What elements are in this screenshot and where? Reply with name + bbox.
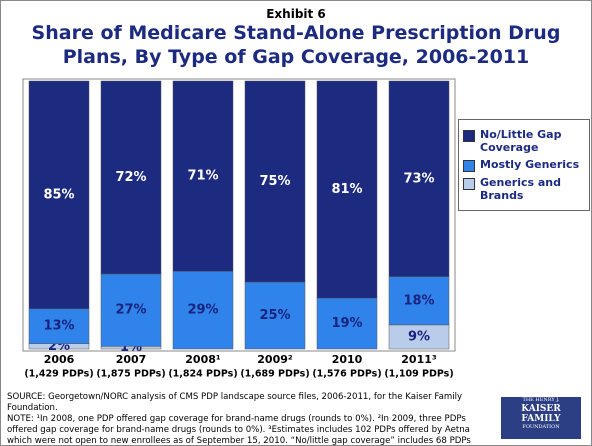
legend-label: No/Little Gap Coverage	[480, 128, 562, 154]
logo-text: THE HENRY J.	[522, 397, 560, 403]
x-tick-label: 2011³	[401, 353, 437, 366]
data-label: 81%	[331, 182, 362, 197]
legend-swatch	[463, 178, 475, 190]
bar-segment	[100, 273, 162, 347]
x-tick-sublabel: (1,689 PDPs)	[240, 369, 309, 380]
note: NOTE: ¹In 2008, one PDP offered gap cove…	[7, 414, 471, 446]
legend-item: No/Little Gap Coverage	[463, 128, 585, 154]
data-label: 73%	[403, 171, 434, 186]
bar-segment	[388, 324, 450, 350]
x-tick-label: 2010	[332, 353, 363, 366]
x-tick-label: 2006	[44, 353, 75, 366]
data-label: 29%	[187, 303, 218, 318]
logo-text: FAMILY	[521, 414, 561, 424]
legend-swatch	[463, 130, 475, 142]
bar-segment	[172, 271, 234, 350]
x-tick-sublabel: (1,429 PDPs)	[24, 369, 93, 380]
x-tick-label: 2008¹	[185, 353, 221, 366]
data-label: 71%	[187, 169, 218, 184]
chart: 2%13%85%2006(1,429 PDPs)1%27%72%2007(1,8…	[22, 78, 456, 380]
data-label: 27%	[115, 303, 146, 318]
legend-swatch	[463, 160, 475, 172]
bar-segment	[244, 80, 306, 283]
legend: No/Little Gap Coverage Mostly Generics Gen…	[458, 119, 590, 211]
x-tick-sublabel: (1,576 PDPs)	[312, 369, 381, 380]
logo-text: FOUNDATION	[522, 424, 560, 430]
footnotes: SOURCE: Georgetown/NORC analysis of CMS …	[7, 392, 487, 446]
bar-segment	[244, 281, 306, 350]
bar-segment	[316, 297, 378, 350]
x-tick-sublabel: (1,824 PDPs)	[168, 369, 237, 380]
data-label: 85%	[43, 187, 74, 202]
source: SOURCE: Georgetown/NORC analysis of CMS …	[7, 392, 463, 413]
data-label: 72%	[115, 170, 146, 185]
chart-title: Share of Medicare Stand-Alone Prescripti…	[31, 22, 561, 68]
bar-segment	[172, 80, 234, 272]
x-tick-label: 2007	[116, 353, 147, 366]
plot-frame	[22, 78, 456, 352]
x-tick-label: 2009²	[257, 353, 293, 366]
data-label: 18%	[403, 293, 434, 308]
bar-segment	[28, 80, 90, 310]
bar-segment	[388, 80, 450, 277]
legend-label: Mostly Generics	[480, 158, 580, 171]
x-tick-sublabel: (1,875 PDPs)	[96, 369, 165, 380]
data-label: 13%	[43, 319, 74, 334]
legend-item: Mostly Generics	[463, 158, 585, 172]
bar-segment	[316, 80, 378, 299]
exhibit-label: Exhibit 6	[266, 7, 326, 21]
logo: THE HENRY J. KAISER FAMILY FOUNDATION	[501, 397, 581, 439]
bar-segment	[28, 308, 90, 344]
logo-text: KAISER	[521, 404, 561, 414]
bar-segment	[388, 276, 450, 326]
data-label: 25%	[259, 308, 290, 323]
legend-item: Generics and Brands	[463, 176, 585, 202]
x-tick-sublabel: (1,109 PDPs)	[384, 369, 453, 380]
data-label: 75%	[259, 174, 290, 189]
legend-label: Generics and Brands	[480, 176, 562, 202]
data-label: 19%	[331, 316, 362, 331]
data-label: 9%	[408, 329, 430, 344]
bar-segment	[100, 80, 162, 275]
